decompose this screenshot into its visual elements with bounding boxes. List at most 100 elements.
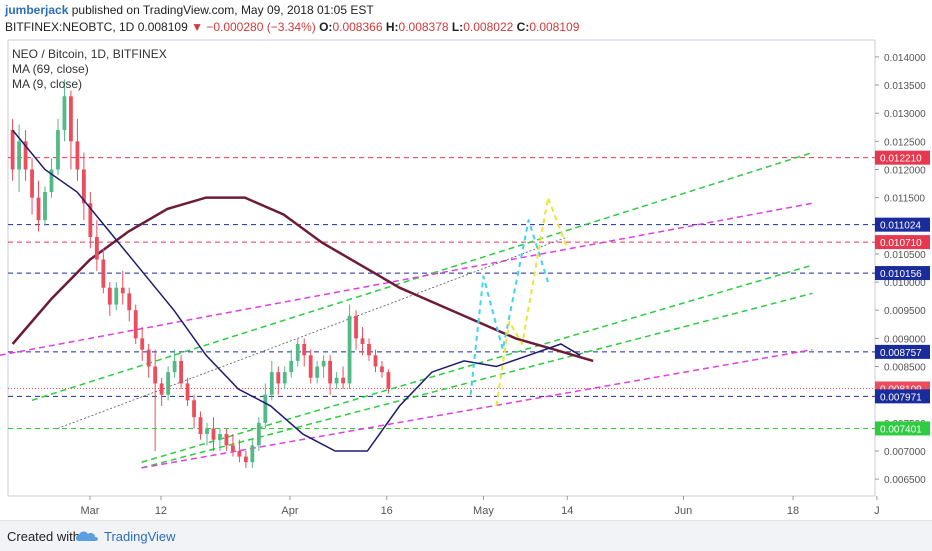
- candle-body: [243, 456, 248, 463]
- level-tag: [875, 344, 930, 359]
- x-tick-label: Mar: [81, 505, 100, 517]
- candle-body: [101, 259, 106, 288]
- y-tick-label: 0.011500: [884, 194, 925, 205]
- x-tick-label: 18: [787, 505, 799, 517]
- tradingview-cloud-icon: [76, 531, 98, 541]
- symbol-name: BITFINEX:NEOBTC, 1D: [5, 20, 135, 34]
- level-tag: [875, 389, 930, 404]
- candle-body: [30, 169, 34, 198]
- publish-line: jumberjack published on TradingView.com,…: [5, 3, 374, 17]
- ma69-legend: MA (69, close): [12, 62, 89, 76]
- candle-body: [94, 237, 99, 260]
- symbol-line: BITFINEX:NEOBTC, 1D 0.008109 ▼ −0.000280…: [5, 20, 579, 34]
- candle-body: [172, 360, 177, 373]
- candle-body: [347, 315, 352, 384]
- created-with-label: Created with: [7, 529, 80, 544]
- open-label: O:: [319, 20, 333, 34]
- y-tick-label: 0.012000: [884, 165, 926, 176]
- level-tag-label: 0.012210: [880, 154, 922, 165]
- candle-body: [56, 130, 60, 170]
- candle-body: [36, 197, 41, 221]
- candle-body: [75, 141, 80, 170]
- candle-body: [166, 372, 171, 395]
- level-tag-label: 0.011024: [880, 221, 921, 232]
- close-label: C:: [516, 20, 530, 34]
- open-value: 0.008366: [332, 20, 383, 34]
- plot-area: [7, 39, 876, 497]
- candle-body: [360, 338, 365, 344]
- level-tag-label: 0.010710: [880, 238, 922, 249]
- candle-body: [153, 366, 158, 384]
- candle-body: [354, 315, 358, 339]
- candle-body: [49, 169, 54, 192]
- candle-body: [386, 372, 391, 389]
- candle-body: [43, 192, 47, 221]
- candle-body: [373, 355, 378, 367]
- candle-body: [159, 383, 164, 395]
- candle-body: [107, 287, 112, 305]
- candle-body: [88, 203, 93, 238]
- high-value: 0.008378: [398, 20, 449, 34]
- candle-body: [211, 428, 216, 440]
- candle-body: [23, 141, 28, 170]
- y-tick-label: 0.010500: [884, 250, 926, 261]
- candle-body: [250, 445, 255, 463]
- high-label: H:: [385, 20, 399, 34]
- trend-channel-line: [31, 151, 813, 402]
- x-tick-label: 12: [155, 505, 167, 517]
- candle-body: [114, 287, 119, 305]
- level-tag: [875, 217, 930, 232]
- trend-channel-line: [0, 202, 813, 356]
- candle-body: [224, 434, 229, 446]
- candle-body: [62, 96, 67, 131]
- candle-body: [334, 377, 339, 384]
- y-tick-label: 0.009500: [884, 306, 926, 317]
- x-tick-label: J: [874, 505, 880, 517]
- candle-body: [218, 434, 222, 440]
- candle-body: [69, 96, 73, 142]
- footer-bar: Created with TradingView: [0, 520, 932, 551]
- y-tick-label: 0.013000: [884, 109, 926, 120]
- y-tick-label: 0.014000: [884, 53, 926, 64]
- ma9-line: [12, 129, 581, 452]
- candle-body: [133, 310, 138, 339]
- ma69-line: [11, 196, 594, 363]
- candle-body: [140, 338, 145, 350]
- low-value: 0.008022: [463, 20, 514, 34]
- candle-body: [256, 422, 261, 446]
- candle-body: [205, 428, 209, 435]
- candle-body: [10, 130, 15, 170]
- close-value: 0.008109: [529, 20, 580, 34]
- candle-body: [185, 383, 190, 401]
- price-change: ▼ −0.000280 (−3.34%): [191, 20, 316, 34]
- tradingview-link[interactable]: TradingView: [104, 529, 176, 544]
- candle-body: [282, 372, 287, 384]
- price-chart[interactable]: 0.0065000.0070000.0075000.0080000.008500…: [0, 38, 932, 520]
- candle-body: [81, 169, 86, 204]
- candle-body: [289, 360, 294, 373]
- y-tick-label: 0.010000: [884, 278, 926, 289]
- candle-body: [263, 394, 268, 423]
- candle-body: [192, 400, 196, 418]
- candle-body: [198, 417, 203, 435]
- candle-body: [367, 344, 371, 356]
- candle-body: [308, 355, 313, 378]
- trend-channel-line: [141, 264, 813, 463]
- chart-title: NEO / Bitcoin, 1D, BITFINEX: [12, 47, 167, 61]
- y-tick-label: 0.008500: [884, 363, 926, 374]
- x-tick-label: Apr: [281, 505, 298, 517]
- candle-body: [276, 372, 281, 384]
- candle-body: [179, 360, 183, 384]
- candle-body: [341, 377, 345, 384]
- level-tag: [875, 421, 930, 436]
- candle-body: [17, 141, 21, 170]
- level-tag-label: 0.007971: [880, 392, 922, 403]
- projection-arrow-line: [57, 236, 568, 429]
- candle-body: [237, 450, 242, 457]
- author-name[interactable]: jumberjack: [5, 3, 69, 17]
- candle-body: [321, 360, 326, 367]
- level-tag-label: 0.007401: [880, 424, 922, 435]
- candle-body: [315, 366, 320, 378]
- level-tag-label: 0.010156: [880, 269, 922, 280]
- candle-body: [269, 372, 274, 395]
